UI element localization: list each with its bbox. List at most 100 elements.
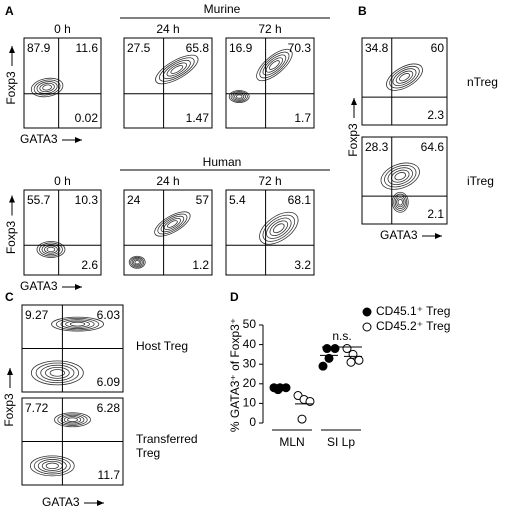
contour — [42, 84, 52, 91]
quadrant-value: 70.3 — [288, 41, 312, 55]
time-label: 0 h — [54, 22, 71, 36]
contour — [130, 256, 145, 268]
quadrant-value: 57 — [196, 193, 210, 207]
quadrant-value: 5.4 — [229, 193, 246, 207]
contour — [272, 223, 285, 234]
contour — [259, 51, 290, 79]
plot-frame — [23, 37, 102, 129]
contour — [228, 90, 250, 103]
contour — [65, 320, 90, 328]
contour — [131, 258, 143, 267]
contour — [128, 255, 146, 269]
dot — [322, 344, 332, 354]
quadrant-value: 0.02 — [75, 111, 99, 125]
annotation: n.s. — [332, 329, 351, 343]
contour — [259, 211, 299, 245]
contour — [155, 54, 199, 85]
contour — [391, 169, 410, 183]
plot-name: iTreg — [467, 174, 494, 188]
contour — [40, 364, 75, 381]
quadrant-value: 10.3 — [75, 193, 99, 207]
contour — [391, 191, 409, 213]
plot-frame — [123, 189, 213, 276]
quadrant-value: 24 — [127, 193, 141, 207]
plot-frame — [361, 37, 448, 126]
y-tick-label: 10 — [243, 396, 257, 410]
dot — [330, 344, 340, 354]
quadrant-value: 2.1 — [427, 207, 444, 221]
contour — [387, 167, 413, 185]
plot-name: Transferred Treg — [136, 432, 198, 460]
quadrant-value: 2.6 — [81, 258, 98, 272]
time-label: 0 h — [54, 174, 71, 188]
dot — [354, 355, 364, 365]
contour — [394, 172, 407, 181]
dot — [273, 385, 283, 395]
quadrant-value: 55.7 — [27, 193, 51, 207]
contour — [41, 460, 63, 471]
quadrant-value: 60 — [431, 41, 445, 55]
contour — [63, 416, 82, 424]
contour — [60, 414, 85, 425]
plot-frame — [123, 37, 213, 129]
contour — [51, 316, 104, 332]
quadrant-value: 27.5 — [127, 41, 151, 55]
time-label: 72 h — [258, 174, 281, 188]
contour — [49, 369, 66, 377]
contour — [44, 245, 58, 254]
contour — [67, 417, 78, 423]
contour — [44, 366, 70, 379]
time-label: 72 h — [258, 22, 281, 36]
contour — [232, 92, 247, 101]
x-tick-label: SI Lp — [327, 435, 355, 449]
contour — [157, 213, 188, 235]
panel-label: D — [230, 290, 239, 304]
contour — [262, 54, 287, 76]
contour — [384, 164, 417, 188]
contour — [160, 215, 185, 233]
group-title: Human — [203, 155, 242, 169]
contour — [162, 59, 191, 80]
contour — [37, 459, 67, 473]
contour — [57, 413, 88, 426]
time-label: 24 h — [156, 174, 179, 188]
y-axis-label: Foxp3 — [2, 393, 16, 427]
contour — [69, 321, 86, 327]
contour — [30, 77, 64, 98]
quadrant-value: 11.7 — [98, 468, 121, 482]
contour — [396, 197, 405, 208]
quadrant-value: 6.28 — [97, 401, 121, 415]
contour — [170, 65, 184, 74]
quadrant-value: 64.6 — [421, 140, 445, 154]
quadrant-value: 65.8 — [186, 41, 210, 55]
contour — [60, 319, 95, 330]
quadrant-value: 34.8 — [365, 41, 389, 55]
group-title: Murine — [204, 2, 241, 16]
contour — [41, 243, 61, 256]
panel-label: B — [358, 4, 367, 18]
plot-frame — [23, 189, 102, 276]
quadrant-value: 68.1 — [288, 193, 312, 207]
x-axis-label: GATA3 — [380, 228, 418, 242]
contour — [230, 91, 248, 102]
contour — [380, 162, 420, 190]
contour — [269, 60, 280, 70]
contour — [33, 457, 71, 475]
contour — [269, 220, 289, 237]
legend-marker — [362, 307, 372, 317]
contour — [39, 82, 55, 93]
contour — [392, 68, 417, 87]
plot-name: Host Treg — [136, 339, 189, 353]
y-axis-label: % GATA3⁺ of Foxp3⁺ — [228, 318, 242, 432]
y-tick-label: 30 — [243, 356, 257, 370]
quadrant-value: 7.72 — [25, 401, 49, 415]
panel-label: A — [5, 4, 14, 18]
contour — [133, 259, 142, 266]
quadrant-value: 3.2 — [294, 258, 311, 272]
quadrant-value: 6.03 — [97, 308, 121, 322]
contour — [30, 360, 84, 386]
contour — [29, 455, 75, 477]
dot — [324, 353, 334, 363]
plot-frame — [361, 136, 448, 225]
